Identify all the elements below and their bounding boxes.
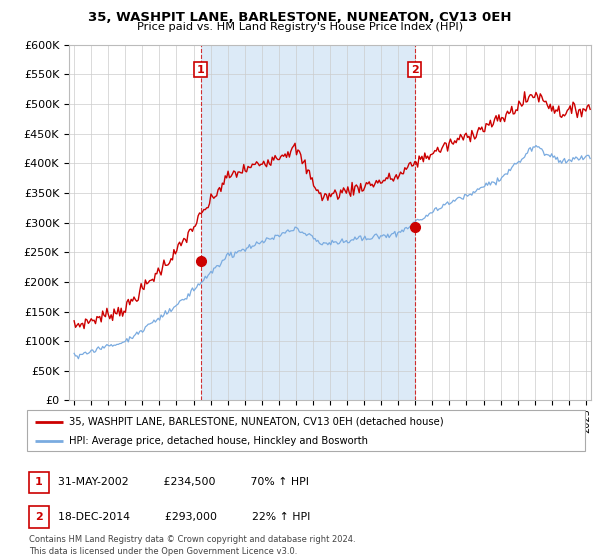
Text: 1: 1 — [35, 477, 43, 487]
Text: HPI: Average price, detached house, Hinckley and Bosworth: HPI: Average price, detached house, Hinc… — [69, 436, 368, 446]
FancyBboxPatch shape — [27, 410, 585, 451]
Text: Contains HM Land Registry data © Crown copyright and database right 2024.
This d: Contains HM Land Registry data © Crown c… — [29, 535, 355, 556]
Text: 35, WASHPIT LANE, BARLESTONE, NUNEATON, CV13 0EH: 35, WASHPIT LANE, BARLESTONE, NUNEATON, … — [88, 11, 512, 24]
Text: Price paid vs. HM Land Registry's House Price Index (HPI): Price paid vs. HM Land Registry's House … — [137, 22, 463, 32]
Text: 31-MAY-2002          £234,500          70% ↑ HPI: 31-MAY-2002 £234,500 70% ↑ HPI — [58, 477, 308, 487]
Text: 2: 2 — [35, 512, 43, 522]
Text: 35, WASHPIT LANE, BARLESTONE, NUNEATON, CV13 0EH (detached house): 35, WASHPIT LANE, BARLESTONE, NUNEATON, … — [69, 417, 443, 427]
Text: 2: 2 — [411, 65, 418, 74]
Bar — [200, 45, 415, 400]
Text: 1: 1 — [197, 65, 205, 74]
Text: 18-DEC-2014          £293,000          22% ↑ HPI: 18-DEC-2014 £293,000 22% ↑ HPI — [58, 512, 310, 522]
